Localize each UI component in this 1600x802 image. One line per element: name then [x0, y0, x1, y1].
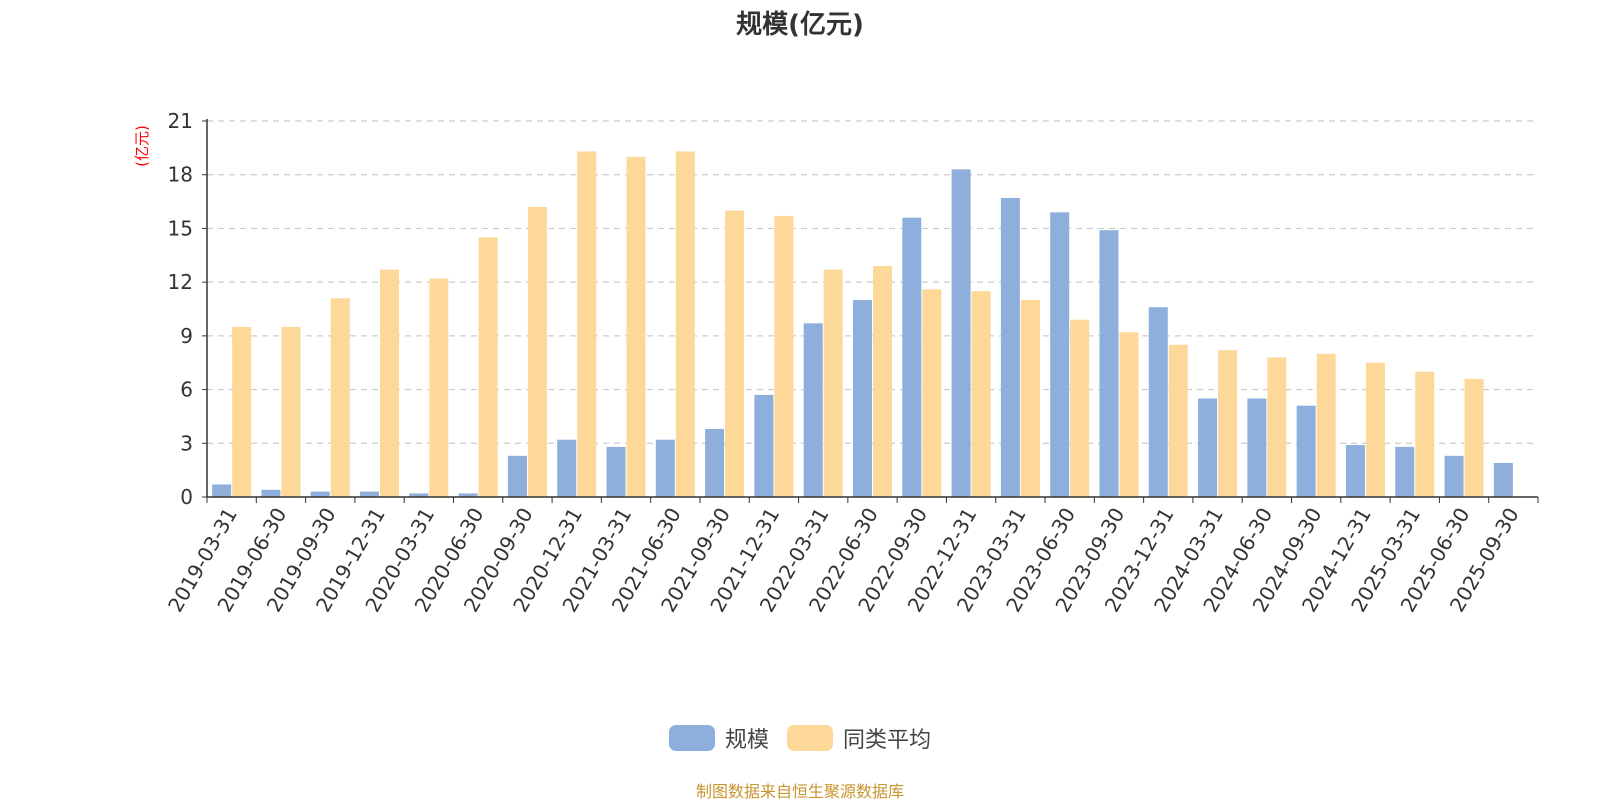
legend-item-scale[interactable]: 规模: [668, 722, 769, 754]
bar-scale[interactable]: [853, 300, 872, 497]
bar-scale[interactable]: [1148, 307, 1168, 497]
bar-scale[interactable]: [557, 439, 577, 497]
bar-peer-average[interactable]: [232, 326, 252, 497]
bar-scale[interactable]: [507, 455, 527, 497]
bar-scale[interactable]: [1395, 446, 1415, 497]
bar-peer-average[interactable]: [725, 210, 745, 497]
bar-scale[interactable]: [1050, 212, 1070, 498]
bar-peer-average[interactable]: [527, 206, 547, 497]
bar-peer-average[interactable]: [971, 291, 991, 497]
y-tick-label: 6: [180, 378, 193, 402]
bar-peer-average[interactable]: [478, 237, 498, 497]
bar-scale[interactable]: [705, 428, 725, 497]
chart-title: 规模(亿元): [736, 10, 864, 40]
bar-scale[interactable]: [803, 323, 823, 497]
y-tick-label: 9: [180, 324, 193, 348]
bar-peer-average[interactable]: [380, 269, 400, 497]
legend-item-peer-average[interactable]: 同类平均: [787, 722, 931, 754]
bar-peer-average[interactable]: [1316, 353, 1336, 497]
bar-peer-average[interactable]: [873, 266, 892, 497]
y-tick-label: 15: [168, 216, 193, 240]
y-axis-label: (亿元): [133, 125, 151, 167]
bar-peer-average[interactable]: [1464, 378, 1484, 497]
bar-peer-average[interactable]: [330, 298, 350, 497]
bar-peer-average[interactable]: [774, 215, 794, 497]
y-tick-label: 12: [168, 270, 193, 294]
bar-peer-average[interactable]: [1119, 332, 1139, 497]
bar-scale[interactable]: [1345, 445, 1365, 497]
source-note: 制图数据来自恒生聚源数据库: [695, 782, 904, 801]
bar-peer-average[interactable]: [577, 151, 597, 497]
bar-scale[interactable]: [409, 493, 429, 497]
bar-peer-average[interactable]: [823, 269, 843, 497]
bar-peer-average[interactable]: [281, 326, 301, 497]
legend-swatch-peer-average: [787, 725, 833, 751]
bar-scale[interactable]: [902, 217, 922, 497]
y-tick-label: 0: [180, 485, 193, 509]
bar-peer-average[interactable]: [626, 156, 646, 498]
bar-scale[interactable]: [360, 491, 380, 497]
bar-scale[interactable]: [1198, 398, 1218, 497]
grid-lines: [207, 120, 1538, 444]
legend-swatch-scale: [668, 725, 715, 751]
legend: 规模 同类平均: [0, 722, 1600, 754]
bar-peer-average[interactable]: [1218, 350, 1238, 497]
bar-scale[interactable]: [655, 439, 675, 497]
bar-scale[interactable]: [261, 489, 281, 497]
bar-peer-average[interactable]: [922, 289, 942, 497]
bar-scale[interactable]: [606, 446, 626, 497]
bar-scale[interactable]: [1296, 405, 1316, 497]
bar-peer-average[interactable]: [1267, 357, 1287, 497]
bar-peer-average[interactable]: [429, 278, 449, 497]
bar-scale[interactable]: [1000, 197, 1020, 497]
bar-scale[interactable]: [212, 484, 232, 497]
bar-peer-average[interactable]: [1415, 371, 1435, 497]
bar-peer-average[interactable]: [675, 151, 695, 497]
bar-peer-average[interactable]: [1168, 344, 1188, 497]
bar-peer-average[interactable]: [1070, 319, 1090, 497]
bars: [212, 151, 1513, 498]
bar-scale[interactable]: [1444, 455, 1464, 497]
y-tick-label: 18: [168, 163, 193, 187]
bar-scale[interactable]: [951, 169, 971, 498]
legend-label-peer-average: 同类平均: [843, 728, 932, 753]
bar-scale[interactable]: [1493, 462, 1513, 497]
bar-scale[interactable]: [310, 491, 330, 497]
bar-scale[interactable]: [1247, 398, 1267, 497]
legend-label-scale: 规模: [724, 728, 769, 753]
y-tick-label: 21: [168, 109, 193, 133]
bar-peer-average[interactable]: [1020, 300, 1040, 497]
bar-scale[interactable]: [1099, 230, 1119, 497]
bar-scale[interactable]: [458, 493, 478, 497]
y-tick-label: 3: [180, 431, 193, 455]
bar-peer-average[interactable]: [1365, 362, 1385, 497]
bar-scale[interactable]: [754, 394, 774, 497]
